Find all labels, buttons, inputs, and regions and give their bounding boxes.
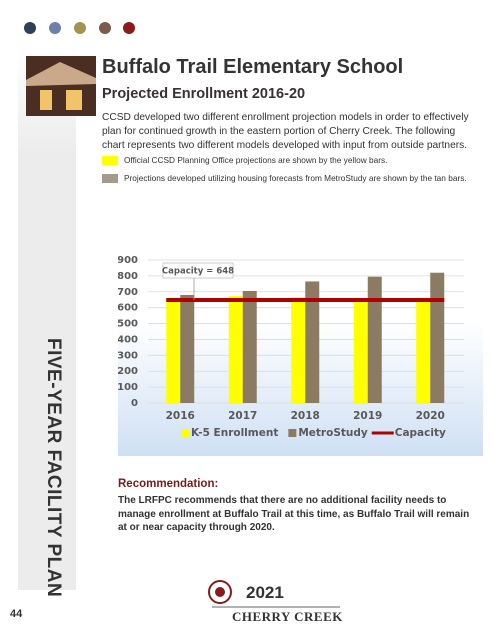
y-tick-label: 600 [118, 303, 138, 314]
x-tick-label: 2018 [291, 410, 320, 422]
bar [367, 276, 382, 403]
y-tick-label: 200 [118, 366, 138, 377]
y-tick-label: 500 [118, 319, 138, 330]
recommendation-text: The LRFPC recommends that there are no a… [118, 495, 470, 533]
x-tick-label: 2020 [416, 410, 445, 422]
legend-label: K-5 Enrollment [191, 427, 278, 439]
title: Buffalo Trail Elementary School [102, 56, 404, 78]
x-tick-label: 2016 [166, 410, 195, 422]
note: Projections developed utilizing housing … [102, 169, 467, 187]
sidebar-title: FIVE-YEAR FACILITY PLAN [43, 338, 64, 598]
bar [430, 272, 445, 403]
footer-name: CHERRY CREEK [232, 609, 343, 624]
bar [228, 296, 243, 403]
y-tick-label: 400 [118, 334, 138, 345]
bar [305, 281, 320, 403]
bar [416, 300, 431, 403]
y-tick-label: 700 [118, 287, 138, 298]
y-tick-label: 800 [118, 271, 138, 282]
bar [180, 294, 195, 403]
legend-notes: Official CCSD Planning Office projection… [102, 151, 467, 187]
legend-label: MetroStudy [298, 427, 368, 439]
note: Official CCSD Planning Office projection… [102, 151, 467, 169]
intro: CCSD developed two different enrollment … [102, 112, 469, 151]
x-tick-label: 2017 [228, 410, 257, 422]
y-tick-label: 0 [131, 398, 138, 409]
bar [291, 297, 306, 403]
note-text: Official CCSD Planning Office projection… [124, 155, 388, 165]
page-number: 44 [10, 608, 23, 620]
legend-swatch [288, 429, 297, 437]
note-swatch [102, 173, 118, 183]
note-text: Projections developed utilizing housing … [124, 173, 467, 183]
x-tick-label: 2019 [353, 410, 382, 422]
subtitle: Projected Enrollment 2016-20 [102, 86, 306, 102]
footer-year: 2021 [246, 583, 284, 602]
bar [166, 298, 181, 403]
legend-label: Capacity [395, 427, 446, 439]
y-tick-label: 300 [118, 350, 138, 361]
recommendation-heading: Recommendation: [118, 478, 219, 490]
bar [353, 302, 368, 403]
legend-swatch [181, 429, 189, 437]
annotation-box [162, 262, 234, 279]
y-tick-label: 900 [118, 255, 138, 266]
annotation: Capacity = 648 [162, 267, 234, 277]
chart: 0 100 200 300 400 500 600 700 800 900 2016 2017 2018… [118, 255, 464, 439]
bar [242, 290, 257, 403]
note-swatch [102, 155, 118, 165]
y-tick-label: 100 [118, 382, 138, 393]
